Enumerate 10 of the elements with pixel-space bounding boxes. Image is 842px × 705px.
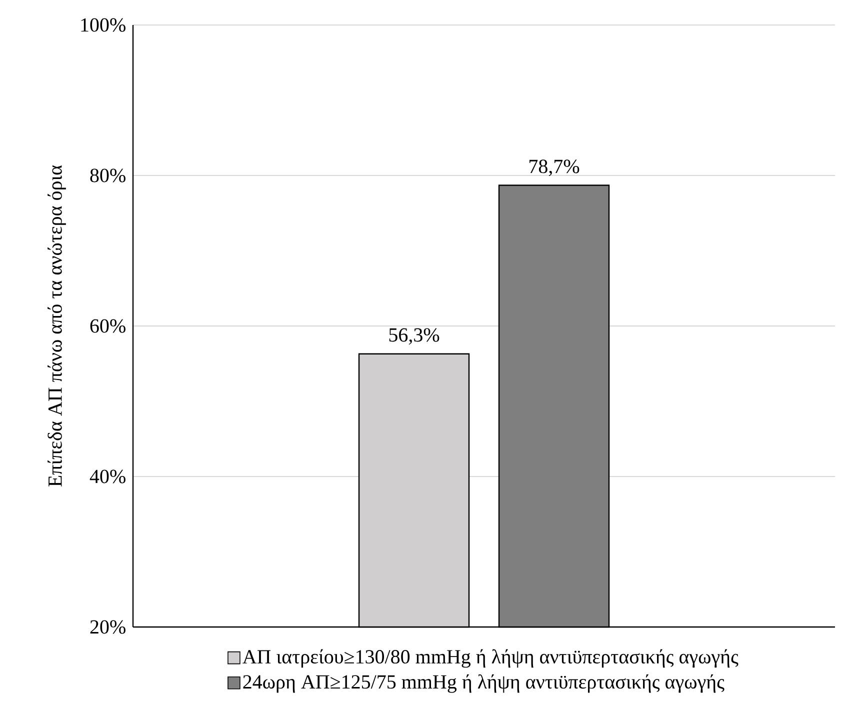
legend-label: ΑΠ ιατρείου≥130/80 mmHg ή λήψη αντιϋπερτασικής αγωγής (242, 649, 738, 668)
data-label: 78,7% (529, 160, 580, 176)
y-tick-label: 80% (90, 168, 126, 182)
y-tick-label: 40% (90, 470, 126, 484)
y-tick-label: 100% (81, 18, 126, 32)
y-tick-label: 20% (90, 620, 126, 634)
y-tick-label: 60% (90, 319, 126, 333)
y-axis-title: Επίπεδα ΑΠ πάνω από τα ανώτερα όρια (48, 165, 66, 487)
data-label: 56,3% (389, 328, 440, 345)
legend-label: 24ωρη ΑΠ≥125/75 mmHg ή λήψη αντιϋπερτασικής αγωγής (243, 674, 724, 693)
